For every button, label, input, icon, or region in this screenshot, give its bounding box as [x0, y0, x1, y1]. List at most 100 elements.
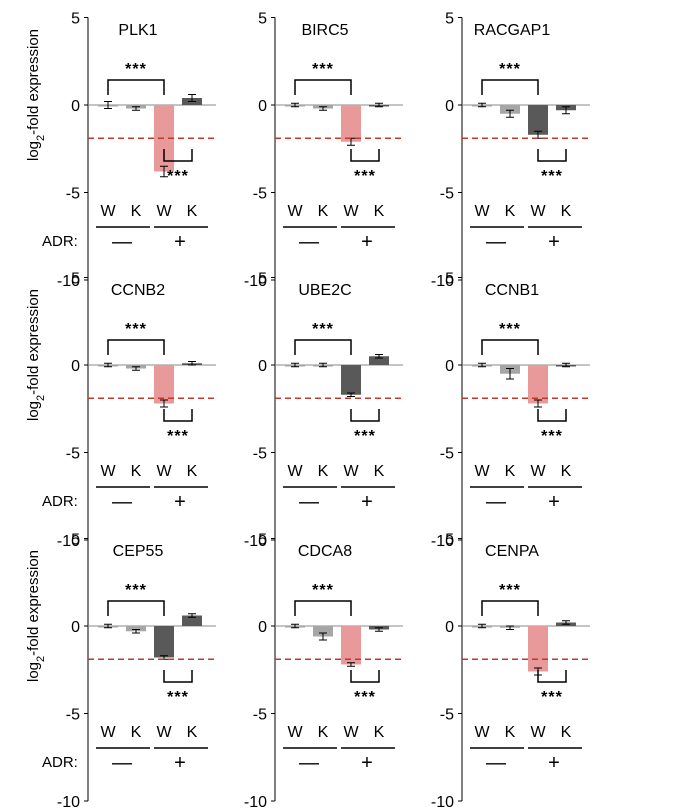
significance-label: *** — [354, 168, 376, 185]
condition-minus: — — [299, 231, 319, 253]
x-tick-label: W — [287, 463, 303, 480]
condition-plus: + — [548, 491, 560, 513]
y-tick-label: -5 — [66, 707, 80, 724]
bar — [182, 615, 202, 626]
y-tick-label: 5 — [258, 271, 267, 288]
significance-label: *** — [312, 321, 334, 338]
significance-label: *** — [354, 428, 376, 445]
panel-title: PLK1 — [118, 22, 157, 39]
significance-bracket — [481, 600, 539, 616]
significance-label: *** — [541, 689, 563, 706]
x-tick-label: K — [561, 203, 572, 220]
x-tick-label: K — [131, 463, 142, 480]
bar — [528, 365, 548, 404]
x-tick-label: K — [187, 724, 198, 741]
condition-minus: — — [486, 491, 506, 513]
significance-label: *** — [167, 428, 189, 445]
significance-label: *** — [354, 689, 376, 706]
significance-bracket — [163, 149, 193, 162]
significance-label: *** — [541, 428, 563, 445]
significance-bracket — [350, 149, 380, 162]
condition-plus: + — [361, 231, 373, 253]
y-axis-label-rest: -fold expression — [25, 289, 42, 395]
y-axis-label: log2-fold expression — [25, 550, 47, 682]
significance-bracket — [294, 339, 352, 355]
y-tick-label: 0 — [445, 358, 454, 375]
condition-minus: — — [486, 752, 506, 774]
y-axis-label-sub: 2 — [35, 395, 47, 401]
significance-bracket — [294, 600, 352, 616]
x-tick-label: W — [474, 203, 490, 220]
y-tick-label: -5 — [440, 707, 454, 724]
y-tick-label: 5 — [258, 11, 267, 28]
significance-label: *** — [125, 61, 147, 78]
significance-label: *** — [167, 168, 189, 185]
y-tick-label: -5 — [253, 446, 267, 463]
significance-label: *** — [167, 689, 189, 706]
bar — [500, 105, 520, 114]
y-tick-label: -10 — [244, 273, 267, 290]
significance-bracket — [163, 409, 193, 422]
panel-title: CDCA8 — [298, 543, 352, 560]
significance-bracket — [107, 600, 165, 616]
y-tick-label: -5 — [66, 186, 80, 203]
x-tick-label: K — [187, 203, 198, 220]
panel-title: CCNB1 — [485, 282, 539, 299]
y-tick-label: 5 — [71, 11, 80, 28]
panel-title: CEP55 — [113, 543, 164, 560]
significance-bracket — [537, 149, 567, 162]
panel-title: RACGAP1 — [474, 22, 551, 39]
condition-plus: + — [174, 491, 186, 513]
significance-label: *** — [125, 321, 147, 338]
y-tick-label: -10 — [57, 273, 80, 290]
bar — [313, 626, 333, 637]
x-tick-label: W — [530, 203, 546, 220]
y-tick-label: -5 — [440, 186, 454, 203]
y-tick-label: -10 — [431, 273, 454, 290]
x-tick-label: K — [318, 203, 329, 220]
significance-bracket — [481, 339, 539, 355]
panel-title: CCNB2 — [111, 282, 165, 299]
x-tick-label: K — [374, 203, 385, 220]
y-axis-label: log2-fold expression — [25, 289, 47, 421]
x-tick-label: W — [343, 463, 359, 480]
y-axis-label-sub: 2 — [35, 135, 47, 141]
panel-title: BIRC5 — [301, 22, 348, 39]
y-axis-label-rest: -fold expression — [25, 550, 42, 656]
x-tick-label: W — [156, 724, 172, 741]
condition-plus: + — [361, 752, 373, 774]
panel-title: UBE2C — [298, 282, 351, 299]
y-tick-label: 0 — [258, 358, 267, 375]
y-tick-label: 0 — [71, 358, 80, 375]
y-tick-label: -10 — [244, 533, 267, 550]
significance-bracket — [481, 79, 539, 95]
condition-label: ADR: — [42, 754, 78, 771]
significance-label: *** — [312, 582, 334, 599]
significance-label: *** — [312, 61, 334, 78]
y-tick-label: 5 — [258, 532, 267, 549]
x-tick-label: K — [374, 724, 385, 741]
panel-title: CENPA — [485, 543, 539, 560]
bar — [528, 105, 548, 135]
x-tick-label: W — [474, 724, 490, 741]
y-tick-label: -10 — [431, 533, 454, 550]
y-tick-label: 5 — [71, 532, 80, 549]
x-tick-label: W — [343, 203, 359, 220]
significance-label: *** — [499, 61, 521, 78]
condition-minus: — — [299, 491, 319, 513]
condition-minus: — — [112, 752, 132, 774]
bar — [154, 626, 174, 658]
significance-bracket — [537, 670, 567, 683]
x-tick-label: K — [505, 724, 516, 741]
x-tick-label: W — [156, 203, 172, 220]
significance-label: *** — [499, 582, 521, 599]
x-tick-label: W — [100, 203, 116, 220]
y-tick-label: 0 — [445, 619, 454, 636]
condition-plus: + — [548, 231, 560, 253]
